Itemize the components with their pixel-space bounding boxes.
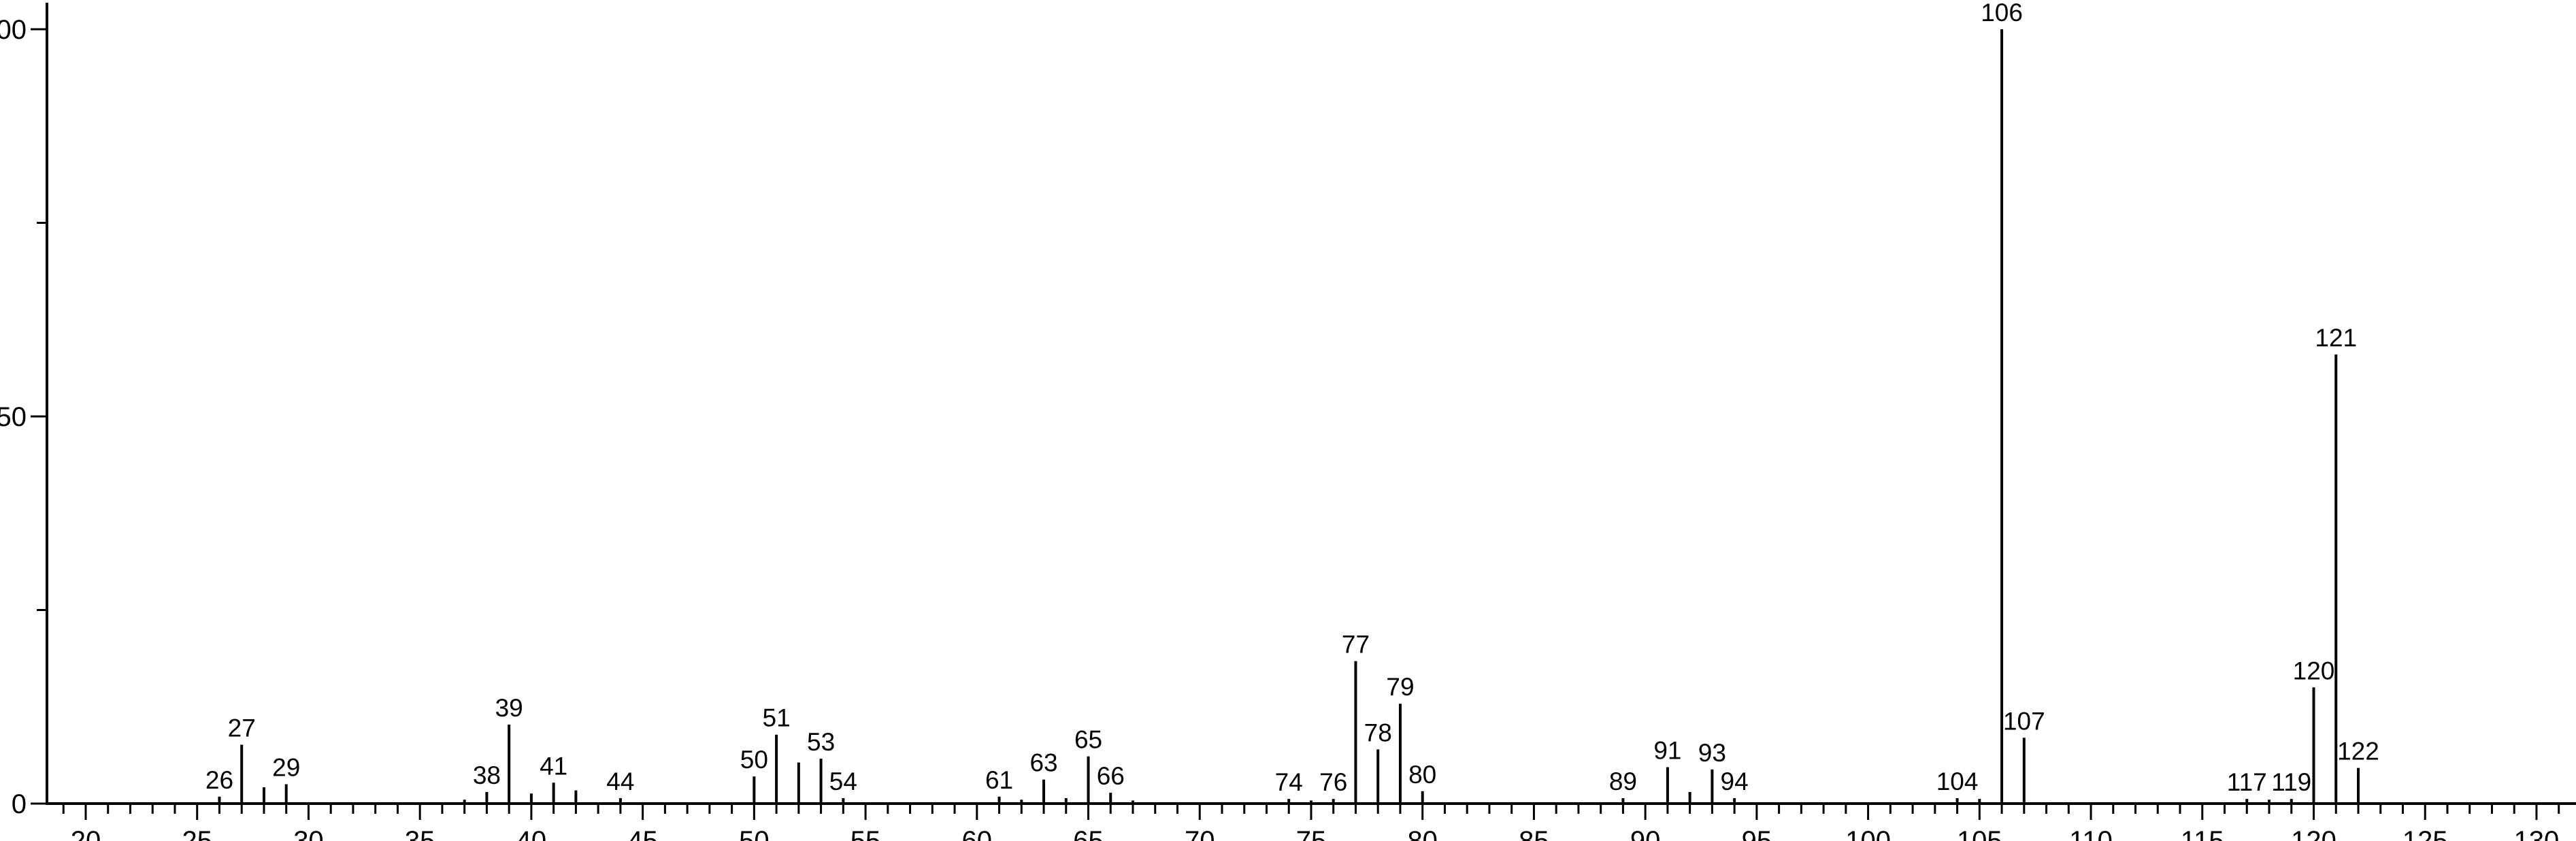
y-axis-tick-label: 100 — [0, 15, 27, 45]
x-axis-tick-label: 95 — [1742, 826, 1772, 841]
x-axis-tick-label: 25 — [182, 826, 212, 841]
peak-label: 78 — [1364, 719, 1392, 746]
peak-label: 94 — [1721, 768, 1749, 795]
peak-label: 121 — [2315, 324, 2357, 352]
y-axis-tick-label: 0 — [12, 789, 27, 819]
x-axis-tick-label: 80 — [1407, 826, 1438, 841]
peak-label: 122 — [2337, 738, 2379, 765]
peak-label: 54 — [829, 768, 857, 795]
peak-label: 63 — [1029, 749, 1057, 777]
x-axis-tick-label: 35 — [405, 826, 435, 841]
peak-label: 106 — [1981, 0, 2023, 27]
peak-label: 107 — [2003, 707, 2045, 735]
peak-label: 80 — [1408, 761, 1436, 789]
x-axis-tick-label: 55 — [851, 826, 881, 841]
peak-label: 76 — [1319, 768, 1347, 796]
x-axis-tick-label: 40 — [516, 826, 547, 841]
x-axis-tick-label: 65 — [1073, 826, 1104, 841]
peak-label: 61 — [985, 766, 1013, 794]
peak-label: 117 — [2227, 768, 2267, 796]
peak-label: 91 — [1653, 737, 1681, 765]
x-axis-tick-label: 110 — [2069, 826, 2113, 841]
x-axis-tick-label: 105 — [1957, 826, 2002, 841]
x-axis-tick-label: 125 — [2402, 826, 2448, 841]
peak-label: 26 — [205, 766, 233, 794]
x-axis-tick-label: 115 — [2181, 826, 2224, 841]
x-axis-tick-label: 130 — [2514, 826, 2560, 841]
x-axis-tick-label: 85 — [1519, 826, 1549, 841]
x-axis-tick-label: 30 — [293, 826, 324, 841]
x-axis-tick-label: 45 — [627, 826, 658, 841]
peak-label: 27 — [228, 714, 256, 742]
peak-label: 79 — [1386, 673, 1414, 701]
x-axis-tick-label: 50 — [739, 826, 770, 841]
peak-label: 89 — [1609, 768, 1637, 795]
peak-label: 50 — [740, 746, 768, 774]
peak-label: 53 — [807, 728, 835, 756]
peak-label: 65 — [1074, 726, 1102, 754]
x-axis-tick-label: 120 — [2291, 826, 2336, 841]
y-axis-tick-label: 50 — [0, 402, 27, 432]
x-axis-tick-label: 70 — [1185, 826, 1215, 841]
peak-label: 39 — [495, 694, 523, 722]
peak-label: 77 — [1342, 631, 1370, 659]
peak-label: 38 — [473, 761, 501, 789]
x-axis-tick-label: 20 — [71, 826, 101, 841]
peak-label: 44 — [606, 768, 634, 795]
peak-label: 66 — [1097, 762, 1125, 790]
peak-label: 29 — [272, 754, 300, 782]
peak-label: 119 — [2271, 768, 2311, 796]
x-axis-tick-label: 90 — [1630, 826, 1661, 841]
peak-label: 41 — [540, 752, 567, 780]
x-axis-tick-label: 60 — [962, 826, 993, 841]
peak-label: 104 — [1936, 768, 1979, 795]
peak-label: 120 — [2293, 657, 2335, 685]
x-axis-tick-label: 75 — [1296, 826, 1327, 841]
peak-label: 51 — [763, 704, 791, 732]
peak-label: 93 — [1698, 739, 1726, 767]
peak-label: 74 — [1275, 768, 1303, 796]
x-axis-tick-label: 100 — [1845, 826, 1891, 841]
